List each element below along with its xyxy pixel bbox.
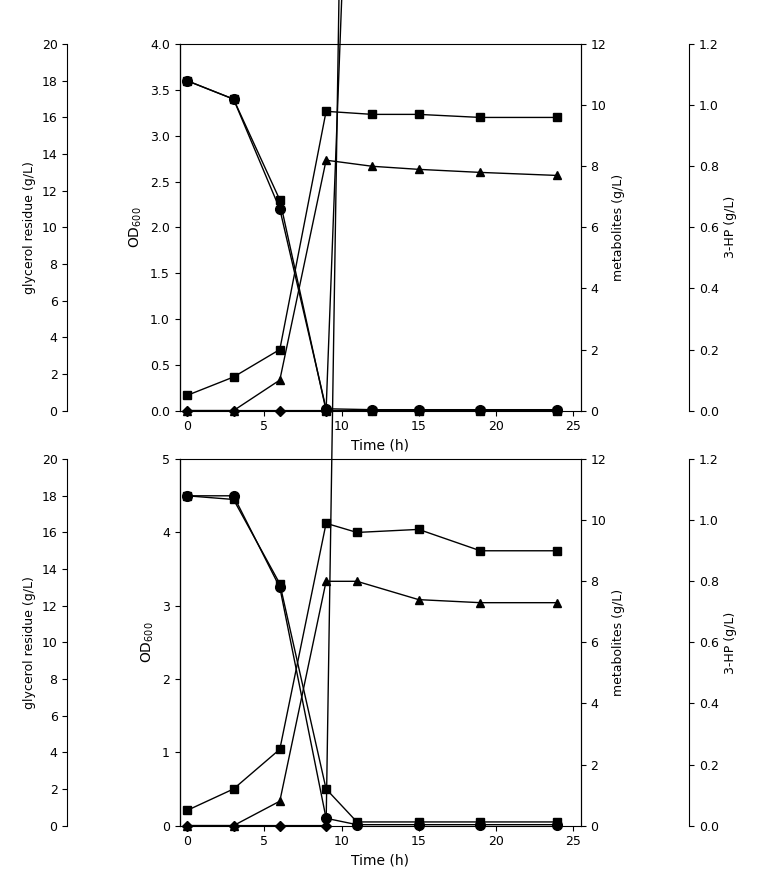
- Y-axis label: metabolites (g/L): metabolites (g/L): [612, 589, 625, 696]
- Y-axis label: glycerol residue (g/L): glycerol residue (g/L): [23, 161, 36, 294]
- X-axis label: Time (h): Time (h): [351, 854, 409, 868]
- Y-axis label: glycerol residue (g/L): glycerol residue (g/L): [23, 576, 36, 709]
- Y-axis label: 3-HP (g/L): 3-HP (g/L): [724, 611, 737, 674]
- Y-axis label: metabolites (g/L): metabolites (g/L): [612, 174, 625, 281]
- Y-axis label: OD$_{600}$: OD$_{600}$: [140, 622, 157, 663]
- Y-axis label: 3-HP (g/L): 3-HP (g/L): [724, 196, 737, 259]
- X-axis label: Time (h): Time (h): [351, 439, 409, 453]
- Y-axis label: OD$_{600}$: OD$_{600}$: [128, 207, 144, 248]
